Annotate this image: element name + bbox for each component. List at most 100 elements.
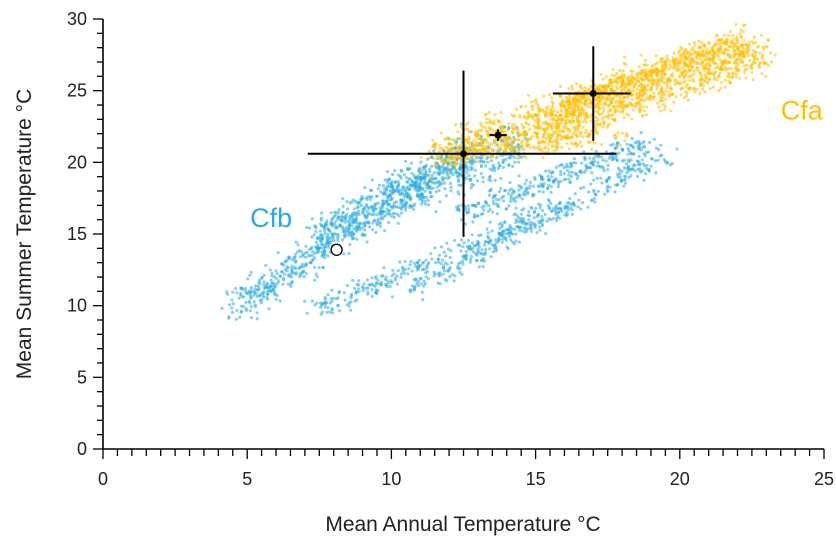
scatter-point <box>396 180 400 184</box>
scatter-point <box>450 272 454 277</box>
scatter-point <box>290 268 294 272</box>
scatter-point <box>361 207 365 211</box>
scatter-point <box>430 173 434 177</box>
scatter-point <box>708 77 712 81</box>
scatter-point <box>704 75 708 79</box>
scatter-point <box>639 131 643 135</box>
scatter-point <box>648 140 652 144</box>
scatter-point <box>719 86 723 90</box>
scatter-point <box>570 84 574 88</box>
scatter-point <box>645 97 649 101</box>
scatter-point <box>454 144 458 148</box>
scatter-point <box>728 60 732 64</box>
scatter-point <box>269 284 273 289</box>
scatter-point <box>545 219 549 223</box>
scatter-point <box>723 78 727 82</box>
scatter-point <box>383 178 387 182</box>
scatter-point <box>450 142 454 146</box>
scatter-point <box>540 219 544 223</box>
scatter-point <box>604 150 609 154</box>
scatter-point <box>357 283 361 287</box>
scatter-point <box>673 62 677 66</box>
scatter-point <box>556 142 560 146</box>
scatter-point <box>343 298 347 302</box>
scatter-point <box>758 51 762 55</box>
scatter-point <box>566 208 571 212</box>
scatter-point <box>557 210 561 214</box>
scatter-point <box>497 198 501 202</box>
scatter-point <box>579 114 583 118</box>
scatter-point <box>367 206 371 210</box>
scatter-point <box>663 105 668 109</box>
scatter-point <box>568 196 572 201</box>
scatter-point <box>735 52 739 56</box>
scatter-point <box>398 260 402 264</box>
scatter-point <box>297 266 301 271</box>
scatter-point <box>456 137 460 141</box>
scatter-point <box>348 242 352 247</box>
scatter-point <box>677 50 681 55</box>
scatter-point <box>524 121 528 125</box>
scatter-point <box>311 257 315 262</box>
scatter-point <box>613 190 617 194</box>
scatter-point <box>517 188 521 192</box>
scatter-point <box>659 59 663 63</box>
cluster-cfb-band <box>390 147 679 302</box>
scatter-point <box>375 194 379 198</box>
scatter-point <box>546 142 550 146</box>
scatter-point <box>362 282 366 286</box>
scatter-point <box>582 185 586 189</box>
scatter-point <box>248 273 252 277</box>
scatter-point <box>561 118 565 122</box>
scatter-point <box>632 104 636 108</box>
scatter-point <box>642 99 646 103</box>
scatter-point <box>494 247 498 251</box>
scatter-point <box>631 108 635 112</box>
scatter-point <box>449 181 453 186</box>
scatter-point <box>392 203 396 208</box>
scatter-point <box>624 131 629 135</box>
scatter-point <box>558 133 562 138</box>
scatter-point <box>381 192 385 196</box>
scatter-point <box>375 222 379 226</box>
scatter-point <box>532 114 536 118</box>
scatter-point <box>622 73 627 77</box>
scatter-point <box>355 206 359 210</box>
scatter-point <box>459 165 463 169</box>
scatter-point <box>578 85 582 89</box>
scatter-point <box>482 208 486 212</box>
scatter-point <box>334 232 338 236</box>
scatter-point <box>588 161 592 165</box>
scatter-point <box>359 204 363 208</box>
scatter-point <box>401 269 405 273</box>
scatter-point <box>549 190 553 195</box>
scatter-point <box>334 210 338 215</box>
scatter-point <box>448 255 452 260</box>
scatter-point <box>624 174 628 178</box>
scatter-point <box>616 175 620 179</box>
scatter-point <box>559 172 563 177</box>
scatter-point <box>267 287 271 291</box>
scatter-point <box>583 86 587 90</box>
scatter-point <box>625 112 629 116</box>
scatter-point <box>479 137 483 142</box>
scatter-point <box>290 264 294 268</box>
scatter-point <box>695 87 699 92</box>
scatter-point <box>305 250 309 254</box>
scatter-point <box>715 34 719 38</box>
scatter-point <box>392 215 396 220</box>
scatter-point <box>407 188 411 192</box>
scatter-point <box>625 105 629 109</box>
scatter-point <box>305 225 309 230</box>
scatter-point <box>304 264 308 268</box>
scatter-point <box>497 233 502 237</box>
scatter-point <box>424 275 428 279</box>
scatter-point <box>642 152 646 156</box>
scatter-point <box>274 297 278 301</box>
scatter-point <box>326 254 330 258</box>
scatter-point <box>507 135 511 139</box>
cluster-cfb-band <box>303 198 564 316</box>
scatter-point <box>638 161 642 165</box>
scatter-point <box>593 127 598 132</box>
